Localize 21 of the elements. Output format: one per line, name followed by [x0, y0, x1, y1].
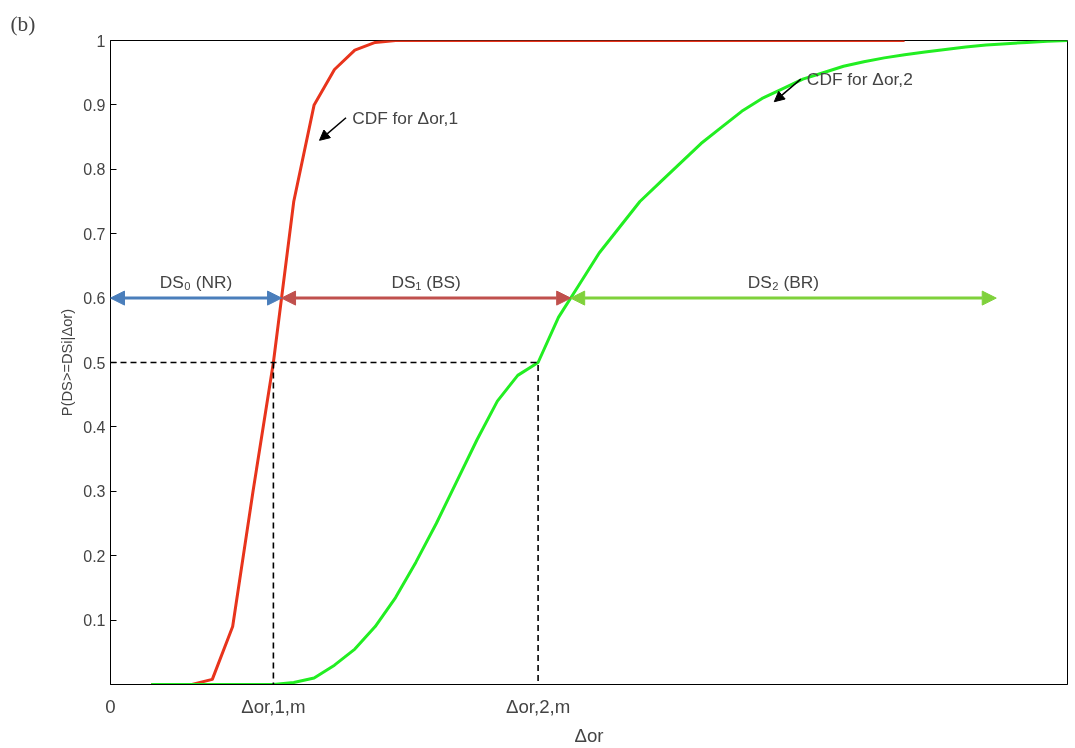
chart-title: (b) [10, 11, 36, 36]
x-tick-label: 0 [105, 695, 116, 717]
annotation: CDF for Δor,2 [806, 69, 913, 90]
x-tick-label: Δor,1,m [241, 695, 306, 717]
y-tick-label: 0.5 [83, 354, 106, 372]
y-tick-label: 0.3 [83, 483, 106, 501]
x-axis-title: Δor [574, 724, 604, 746]
y-tick-label: 0.9 [83, 96, 106, 114]
y-tick-label: 0.2 [83, 547, 106, 565]
annotation: CDF for Δor,1 [352, 107, 459, 128]
annotation: DS₂ (BR) [747, 272, 820, 293]
y-tick-label: 0.7 [83, 225, 106, 243]
y-tick-label: 0.4 [83, 418, 106, 436]
y-tick-label: 0.1 [83, 612, 106, 630]
x-tick-label: Δor,2,m [505, 695, 571, 717]
annotation: DS₀ (NR) [159, 272, 233, 293]
y-tick-label: 0.8 [83, 161, 106, 179]
y-tick-label: 0.6 [83, 290, 106, 308]
y-tick-label: 1 [96, 32, 106, 50]
y-axis-title: P(DS>=DSi|Δor) [59, 308, 76, 417]
annotation: DS₁ (BS) [391, 272, 461, 293]
